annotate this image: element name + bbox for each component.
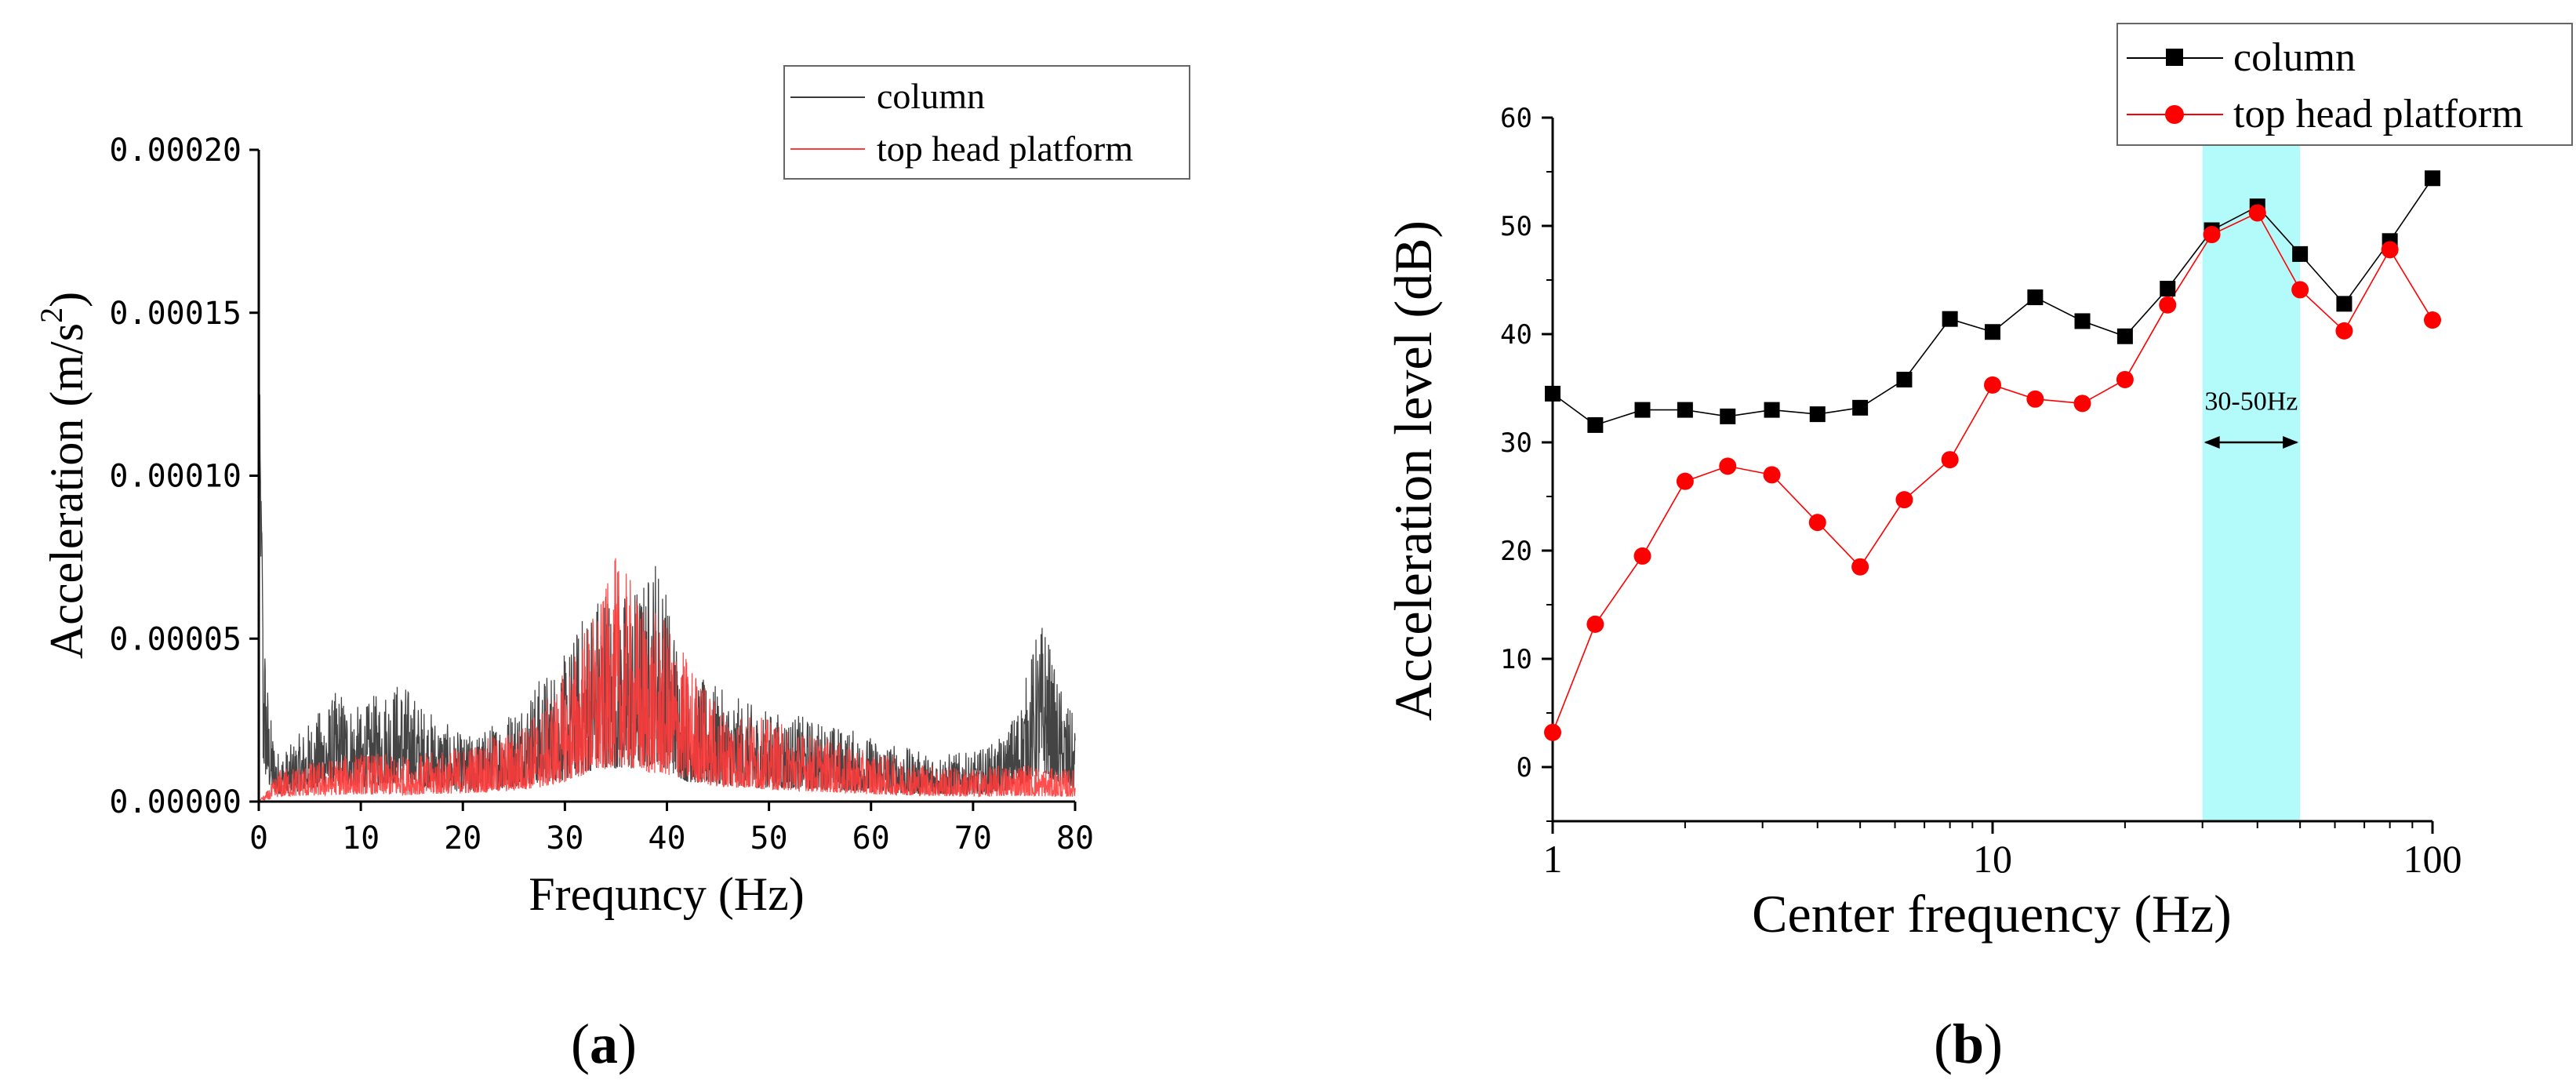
chart-b-point-column — [1720, 408, 1736, 424]
chart-b-point-top-head-platform — [1808, 514, 1826, 532]
chart-a-y-ticks: 0.00000 0.00005 0.00010 0.00015 0.00020 — [109, 133, 259, 820]
chart-b-point-column — [2292, 245, 2309, 262]
chart-b-legend-label-platform: top head platform — [2233, 92, 2523, 136]
chart-a-x-tick-label: 40 — [648, 820, 685, 856]
chart-a-series-top-head-platform — [258, 558, 1076, 802]
chart-b-point-column — [2027, 289, 2044, 306]
chart-b-y-tick-label: 60 — [1500, 103, 1532, 134]
chart-b-point-top-head-platform — [1633, 547, 1651, 565]
chart-b-point-top-head-platform — [2248, 204, 2266, 222]
chart-b-point-column — [2336, 296, 2353, 312]
chart-b-point-top-head-platform — [1763, 466, 1781, 484]
chart-a-y-tick-label: 0.00020 — [109, 133, 242, 169]
chart-a-y-tick-label: 0.00005 — [109, 621, 242, 657]
chart-b-point-top-head-platform — [1719, 457, 1737, 475]
chart-b-point-column — [1634, 402, 1651, 418]
chart-a-x-tick-label: 80 — [1056, 820, 1094, 856]
chart-a-y-axis-title: Acceleration (m/s2) — [34, 292, 93, 659]
chart-b-y-tick-label: 50 — [1500, 211, 1532, 242]
chart-b-x-tick-label: 100 — [2403, 837, 2462, 881]
chart-b-point-top-head-platform — [1984, 376, 2001, 394]
chart-b-point-top-head-platform — [1895, 491, 1913, 509]
chart-b-highlight-label: 30-50Hz — [2204, 387, 2298, 416]
chart-b-point-column — [1852, 399, 1869, 416]
chart-b-point-column — [1545, 385, 1560, 402]
chart-a-x-tick-label: 10 — [342, 820, 380, 856]
chart-a-y-axis-title-main: Acceleration — [41, 407, 93, 659]
chart-a-x-ticks: 0 10 20 30 40 50 60 70 80 — [249, 802, 1094, 856]
chart-a-x-axis-title: Frequncy (Hz) — [529, 868, 805, 920]
chart-b-point-column — [1587, 416, 1604, 433]
chart-a-legend: column top head platform — [783, 65, 1190, 180]
chart-b-x-axis-title: Center frequency (Hz) — [1752, 884, 2232, 944]
chart-b-y-tick-label: 40 — [1500, 319, 1532, 351]
chart-b-point-top-head-platform — [1586, 615, 1604, 633]
chart-b-x-ticks: 1 10 100 — [1543, 821, 2462, 881]
chart-b-point-top-head-platform — [2026, 390, 2044, 408]
chart-a-x-tick-label: 30 — [546, 820, 583, 856]
chart-a-y-axis-title-end: ) — [41, 292, 93, 307]
chart-b-highlight-arrowhead-right — [2283, 436, 2299, 449]
chart-b-y-axis-title: Acceleration level (dB) — [1383, 220, 1443, 721]
chart-b-point-column — [1677, 402, 1693, 418]
chart-b-point-top-head-platform — [1941, 451, 1959, 469]
chart-a-legend-label-platform: top head platform — [877, 129, 1133, 169]
chart-b-highlight-band — [2202, 144, 2301, 821]
panel-label-a: (a) — [571, 1013, 637, 1075]
chart-b-x-tick-label: 1 — [1543, 837, 1563, 881]
chart-b-point-top-head-platform — [2203, 226, 2221, 244]
chart-b-point-top-head-platform — [2424, 311, 2441, 329]
chart-a-x-tick-label: 70 — [954, 820, 992, 856]
chart-b-point-top-head-platform — [1544, 723, 1561, 741]
chart-b-legend-box — [2116, 23, 2573, 146]
chart-b-axes — [1551, 118, 2432, 823]
chart-a-legend-box — [783, 65, 1190, 180]
chart-b-point-column — [2425, 170, 2440, 187]
chart-b-x-tick-label: 10 — [1973, 837, 2012, 881]
chart-b: 1 10 100 0 10 20 30 40 50 60 30-50Hz Center freq… — [1383, 23, 2573, 1075]
chart-b-point-top-head-platform — [2116, 370, 2134, 388]
chart-b-y-tick-label: 30 — [1500, 427, 1532, 459]
chart-b-point-top-head-platform — [2335, 322, 2353, 340]
chart-b-legend: column top head platform — [2116, 23, 2573, 146]
chart-b-point-top-head-platform — [1851, 558, 1869, 576]
chart-b-point-column — [1764, 402, 1780, 418]
chart-a-x-tick-label: 50 — [750, 820, 788, 856]
chart-b-point-column — [1985, 324, 2000, 340]
chart-b-point-column — [1942, 311, 1958, 327]
chart-b-y-tick-label: 10 — [1500, 644, 1532, 675]
chart-b-legend-marker-column — [2166, 49, 2183, 66]
chart-a-x-tick-label: 20 — [444, 820, 481, 856]
chart-b-y-tick-label: 20 — [1500, 536, 1532, 567]
chart-a-y-tick-label: 0.00015 — [109, 296, 242, 332]
chart-a-x-tick-label: 60 — [852, 820, 890, 856]
chart-b-highlight-arrowhead-left — [2204, 436, 2220, 449]
chart-b-legend-label-column: column — [2233, 35, 2356, 80]
chart-b-point-column — [2160, 281, 2176, 297]
chart-a-y-axis-title-sup: 2 — [34, 307, 69, 323]
panel-label-b: (b) — [1934, 1013, 2003, 1075]
chart-a: 0 10 20 30 40 50 60 70 80 0.000000.000050.000100… — [34, 65, 1190, 1075]
chart-b-highlight-annotation: 30-50Hz — [2204, 387, 2299, 449]
chart-a-x-tick-label: 0 — [249, 820, 268, 856]
chart-b-point-top-head-platform — [2291, 281, 2309, 299]
chart-b-point-top-head-platform — [1676, 472, 1694, 490]
chart-a-y-axis-title-unit: (m/s — [41, 323, 93, 407]
chart-a-series-group — [258, 363, 1076, 802]
chart-a-y-tick-label: 0.00010 — [109, 459, 242, 495]
chart-b-point-top-head-platform — [2073, 395, 2091, 413]
chart-b-point-column — [2116, 328, 2133, 344]
chart-b-legend-marker-platform — [2165, 105, 2184, 124]
chart-b-point-column — [1809, 406, 1826, 423]
chart-b-y-ticks: 0 10 20 30 40 50 60 — [1500, 103, 1553, 822]
chart-b-point-top-head-platform — [2159, 296, 2177, 314]
chart-b-series-group — [1544, 170, 2441, 741]
chart-a-legend-label-column: column — [877, 76, 985, 116]
chart-a-y-tick-label: 0.00000 — [109, 784, 242, 820]
chart-b-point-top-head-platform — [2381, 241, 2399, 259]
chart-b-y-tick-label: 0 — [1517, 752, 1532, 784]
chart-b-point-column — [1896, 371, 1913, 387]
chart-b-point-column — [2074, 313, 2091, 329]
